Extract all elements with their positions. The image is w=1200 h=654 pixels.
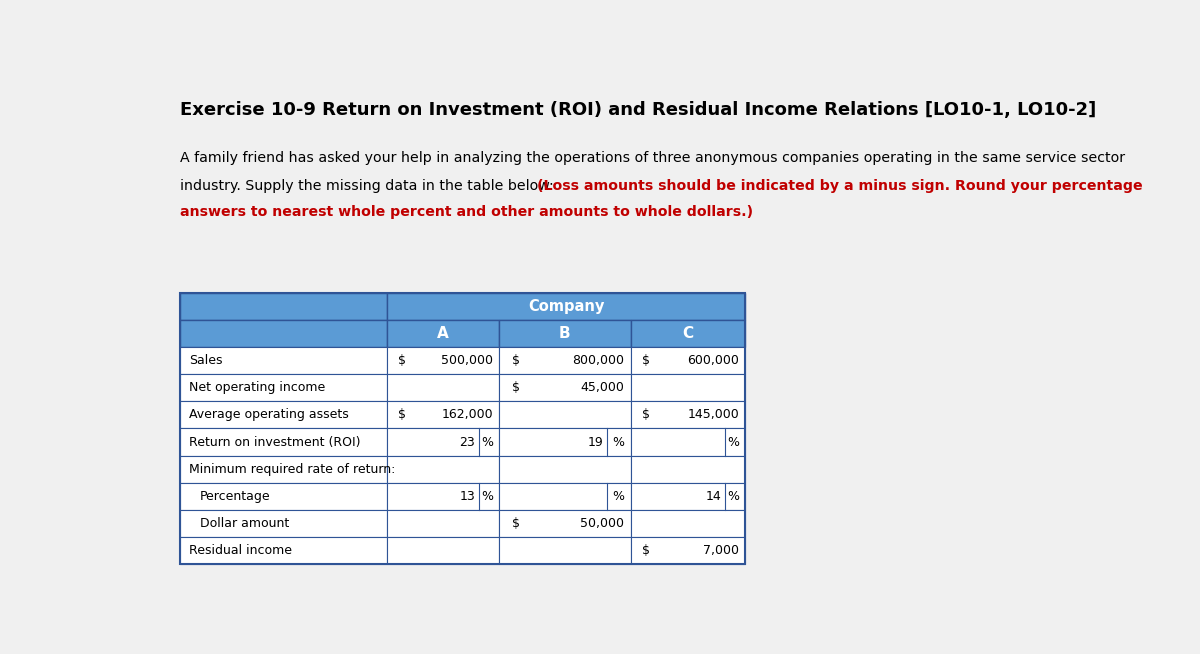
Bar [180, 292, 745, 564]
Text: Residual income: Residual income [190, 544, 292, 557]
Bar [499, 374, 631, 402]
Text: Net operating income: Net operating income [190, 381, 325, 394]
Text: %: % [727, 490, 739, 503]
Text: 500,000: 500,000 [442, 354, 493, 367]
Text: 14: 14 [706, 490, 721, 503]
Bar [631, 374, 745, 402]
Bar [180, 483, 388, 510]
Text: 45,000: 45,000 [581, 381, 624, 394]
Bar [388, 510, 499, 537]
Text: $: $ [512, 517, 520, 530]
Text: 19: 19 [587, 436, 604, 449]
Bar [631, 428, 745, 456]
Bar [180, 320, 388, 347]
Text: C: C [683, 326, 694, 341]
Bar [388, 428, 499, 456]
Bar [388, 374, 499, 402]
Text: Exercise 10-9 Return on Investment (ROI) and Residual Income Relations [LO10-1, : Exercise 10-9 Return on Investment (ROI)… [180, 101, 1096, 119]
Text: $: $ [642, 354, 650, 367]
Bar [499, 537, 631, 564]
Text: $: $ [642, 408, 650, 421]
Bar [180, 510, 388, 537]
Text: B: B [559, 326, 570, 341]
Text: 50,000: 50,000 [581, 517, 624, 530]
Bar [388, 347, 499, 374]
Bar [180, 402, 388, 428]
Text: industry. Supply the missing data in the table below:: industry. Supply the missing data in the… [180, 179, 558, 193]
Text: %: % [481, 436, 493, 449]
Text: %: % [612, 490, 624, 503]
Text: A family friend has asked your help in analyzing the operations of three anonymo: A family friend has asked your help in a… [180, 152, 1124, 165]
Text: 145,000: 145,000 [688, 408, 739, 421]
Text: 7,000: 7,000 [703, 544, 739, 557]
Text: Percentage: Percentage [200, 490, 271, 503]
Text: $: $ [642, 544, 650, 557]
Text: Sales: Sales [190, 354, 222, 367]
Bar [180, 347, 388, 374]
Text: $: $ [512, 381, 520, 394]
Bar [388, 292, 745, 320]
Bar [180, 537, 388, 564]
Text: 23: 23 [460, 436, 475, 449]
Bar [631, 537, 745, 564]
Bar [499, 456, 631, 483]
Text: %: % [727, 436, 739, 449]
Text: 800,000: 800,000 [572, 354, 624, 367]
Text: 13: 13 [460, 490, 475, 503]
Bar [388, 320, 499, 347]
Bar [631, 347, 745, 374]
Bar [631, 483, 745, 510]
Text: 162,000: 162,000 [442, 408, 493, 421]
Bar [499, 347, 631, 374]
Bar [180, 292, 388, 320]
Bar [499, 510, 631, 537]
Bar [388, 483, 499, 510]
Bar [631, 320, 745, 347]
Text: %: % [481, 490, 493, 503]
Bar [180, 374, 388, 402]
Text: Minimum required rate of return:: Minimum required rate of return: [190, 463, 396, 475]
Bar [631, 510, 745, 537]
Bar [388, 537, 499, 564]
Text: Return on investment (ROI): Return on investment (ROI) [190, 436, 360, 449]
Text: (Loss amounts should be indicated by a minus sign. Round your percentage: (Loss amounts should be indicated by a m… [536, 179, 1142, 193]
Bar [631, 456, 745, 483]
Text: $: $ [398, 354, 407, 367]
Bar [499, 320, 631, 347]
Text: 600,000: 600,000 [688, 354, 739, 367]
Text: $: $ [512, 354, 520, 367]
Bar [499, 483, 631, 510]
Text: %: % [612, 436, 624, 449]
Bar [180, 428, 388, 456]
Text: $: $ [398, 408, 407, 421]
Text: Average operating assets: Average operating assets [190, 408, 349, 421]
Text: answers to nearest whole percent and other amounts to whole dollars.): answers to nearest whole percent and oth… [180, 205, 752, 219]
Bar [499, 402, 631, 428]
Bar [180, 456, 388, 483]
Bar [388, 402, 499, 428]
Text: Dollar amount: Dollar amount [200, 517, 289, 530]
Bar [388, 456, 499, 483]
Text: Company: Company [528, 299, 605, 314]
Text: A: A [437, 326, 449, 341]
Bar [631, 402, 745, 428]
Bar [499, 428, 631, 456]
